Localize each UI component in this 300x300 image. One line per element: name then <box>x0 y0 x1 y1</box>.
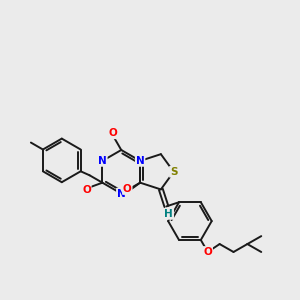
Text: O: O <box>123 184 132 194</box>
Text: O: O <box>203 247 212 257</box>
Text: N: N <box>98 156 107 166</box>
Text: H: H <box>164 209 173 219</box>
Text: N: N <box>136 156 145 166</box>
Text: O: O <box>109 128 118 138</box>
Text: O: O <box>82 185 91 195</box>
Text: S: S <box>170 167 177 177</box>
Text: N: N <box>117 189 126 199</box>
